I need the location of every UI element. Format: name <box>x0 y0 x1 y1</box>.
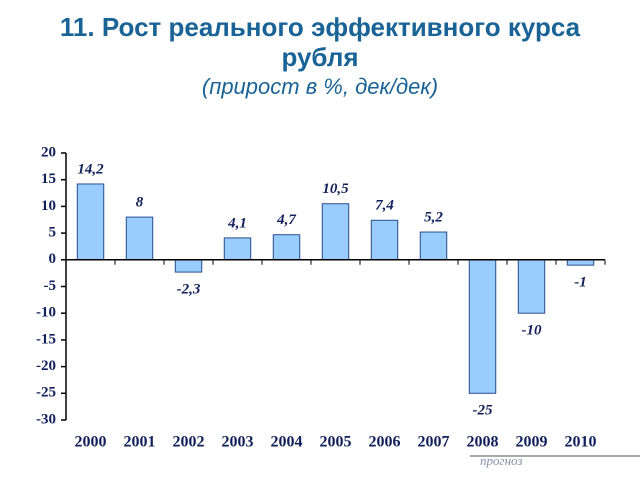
value-label: 10,5 <box>322 181 349 197</box>
chart-title: 11. Рост реального эффективного курса ру… <box>59 12 581 72</box>
y-tick-label: -30 <box>36 411 56 427</box>
bar <box>272 234 301 261</box>
annotation: прогноз <box>480 453 522 468</box>
value-label: 4,7 <box>276 212 296 228</box>
x-tick-label: 2007 <box>418 434 450 451</box>
x-tick-label: 2000 <box>75 434 107 451</box>
y-tick-label: 20 <box>41 144 56 160</box>
bar <box>76 183 105 261</box>
y-tick-label: -25 <box>36 385 56 401</box>
value-label: -2,3 <box>177 282 201 298</box>
bar <box>223 237 252 261</box>
y-tick-label: -20 <box>36 358 56 374</box>
x-tick-label: 2002 <box>173 434 205 451</box>
x-tick-label: 2010 <box>565 434 597 451</box>
y-tick-label: 10 <box>41 198 56 214</box>
y-tick-label: -5 <box>44 278 57 294</box>
bar <box>321 203 350 261</box>
x-tick-label: 2009 <box>516 434 548 451</box>
x-tick-label: 2001 <box>124 434 156 451</box>
value-label: 14,2 <box>77 161 104 177</box>
value-label: 5,2 <box>424 209 443 225</box>
bar <box>566 259 595 266</box>
value-label: -1 <box>574 275 587 291</box>
value-label: 7,4 <box>375 198 394 214</box>
value-label: -25 <box>473 403 493 419</box>
x-tick-label: 2006 <box>369 434 401 451</box>
y-tick-label: 5 <box>49 225 57 241</box>
x-tick-label: 2005 <box>320 434 352 451</box>
chart-subtitle: (прирост в %, дек/дек) <box>201 74 439 99</box>
y-tick-label: -15 <box>36 331 56 347</box>
value-label: 4,1 <box>227 215 247 231</box>
y-tick-label: 0 <box>49 251 57 267</box>
value-label: 8 <box>136 195 144 211</box>
x-tick-label: 2008 <box>467 434 499 451</box>
header: 11. Рост реального эффективного курса ру… <box>0 12 640 100</box>
bar <box>174 259 203 273</box>
bar <box>419 231 448 261</box>
x-tick-label: 2003 <box>222 434 254 451</box>
bar <box>468 259 497 394</box>
x-tick-label: 2004 <box>271 434 303 451</box>
bar <box>517 259 546 314</box>
y-tick-label: 15 <box>41 171 56 187</box>
bar <box>370 219 399 261</box>
bar <box>125 216 154 261</box>
value-label: -10 <box>522 323 542 339</box>
y-tick-label: -10 <box>36 305 56 321</box>
